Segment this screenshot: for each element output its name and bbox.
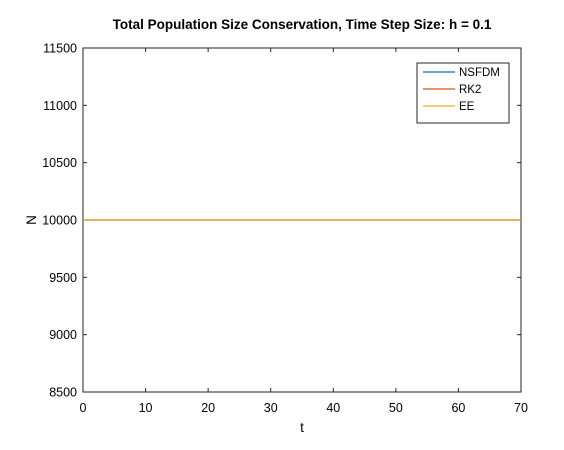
x-tick-label: 10 [139,401,153,415]
y-axis-label: N [24,215,39,225]
x-tick-label: 30 [264,401,278,415]
x-tick-label: 0 [80,401,87,415]
x-tick-label: 60 [451,401,465,415]
y-tick-label: 11500 [43,42,77,56]
axis-ticks: 0 10 20 30 40 50 60 70 8500 9000 9500 10000 10500 110… [42,42,528,416]
y-tick-label: 8500 [49,386,77,400]
x-axis-label: t [300,420,304,435]
y-tick-label: 9000 [49,328,77,342]
y-tick-label: 10000 [42,214,77,228]
x-tick-label: 50 [389,401,403,415]
x-tick-label: 40 [326,401,340,415]
chart-title: Total Population Size Conservation, Time… [113,17,492,32]
x-tick-label: 20 [201,401,215,415]
x-tick-label: 70 [514,401,528,415]
legend-box [416,62,510,124]
y-tick-label: 10500 [42,156,77,170]
y-tick-label: 9500 [49,271,77,285]
legend-label-ee: EE [459,101,475,113]
legend-label-nsfdm: NSFDM [459,67,500,79]
y-tick-label: 11000 [43,99,77,113]
legend-label-rk2: RK2 [459,84,481,96]
legend: NSFDM RK2 EE [416,62,510,124]
